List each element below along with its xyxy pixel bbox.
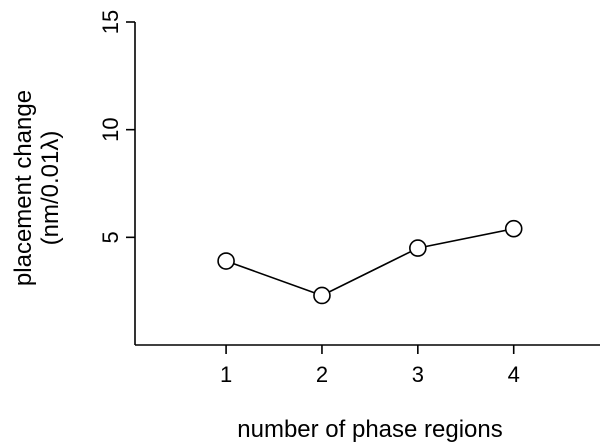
plot-area: 5 10 15 1 2 3 4 <box>98 10 600 387</box>
series-layer <box>217 219 523 305</box>
data-point <box>409 239 427 257</box>
y-tick-label: 5 <box>98 231 123 243</box>
series-line <box>225 227 514 297</box>
y-axis-ticks: 5 10 15 <box>98 10 135 243</box>
y-axis-title-line1: placement change <box>10 90 37 286</box>
y-axis-title: placement change (nm/0.01λ) <box>10 90 64 286</box>
x-tick-label: 3 <box>412 362 424 387</box>
data-point <box>504 219 523 238</box>
x-tick-label: 1 <box>220 362 232 387</box>
y-tick-label: 10 <box>98 117 123 141</box>
data-point <box>217 252 235 270</box>
y-axis-title-line2: (nm/0.01λ) <box>37 131 64 246</box>
x-tick-label: 2 <box>316 362 328 387</box>
x-tick-label: 4 <box>508 362 520 387</box>
x-axis-title: number of phase regions <box>237 416 503 442</box>
data-point <box>313 286 331 305</box>
y-tick-label: 15 <box>98 10 123 34</box>
x-axis-ticks: 1 2 3 4 <box>220 345 520 387</box>
